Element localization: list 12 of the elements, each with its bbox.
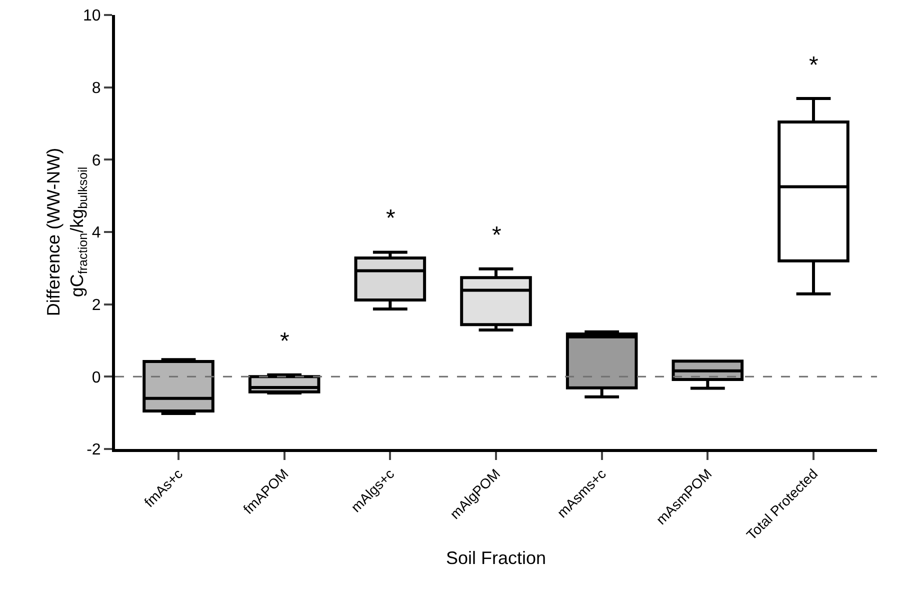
y-tick-label: 6 bbox=[92, 152, 101, 170]
y-tick-label: 0 bbox=[92, 369, 101, 386]
y-tick-label: 8 bbox=[92, 80, 101, 97]
x-axis-title: Soil Fraction bbox=[446, 548, 546, 568]
y-tick-label: 2 bbox=[92, 296, 101, 314]
y-tick-label: 4 bbox=[92, 224, 101, 242]
y-tick-label: 10 bbox=[83, 8, 101, 25]
annotation: * bbox=[809, 52, 818, 79]
y-tick-label: -2 bbox=[86, 442, 101, 459]
annotation: * bbox=[492, 222, 502, 249]
annotation: * bbox=[280, 328, 290, 355]
annotation: * bbox=[386, 205, 396, 232]
